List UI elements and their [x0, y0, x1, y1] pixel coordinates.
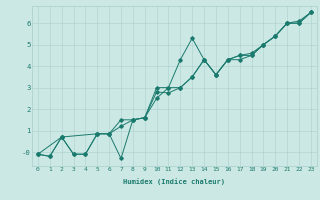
X-axis label: Humidex (Indice chaleur): Humidex (Indice chaleur) — [124, 178, 225, 185]
